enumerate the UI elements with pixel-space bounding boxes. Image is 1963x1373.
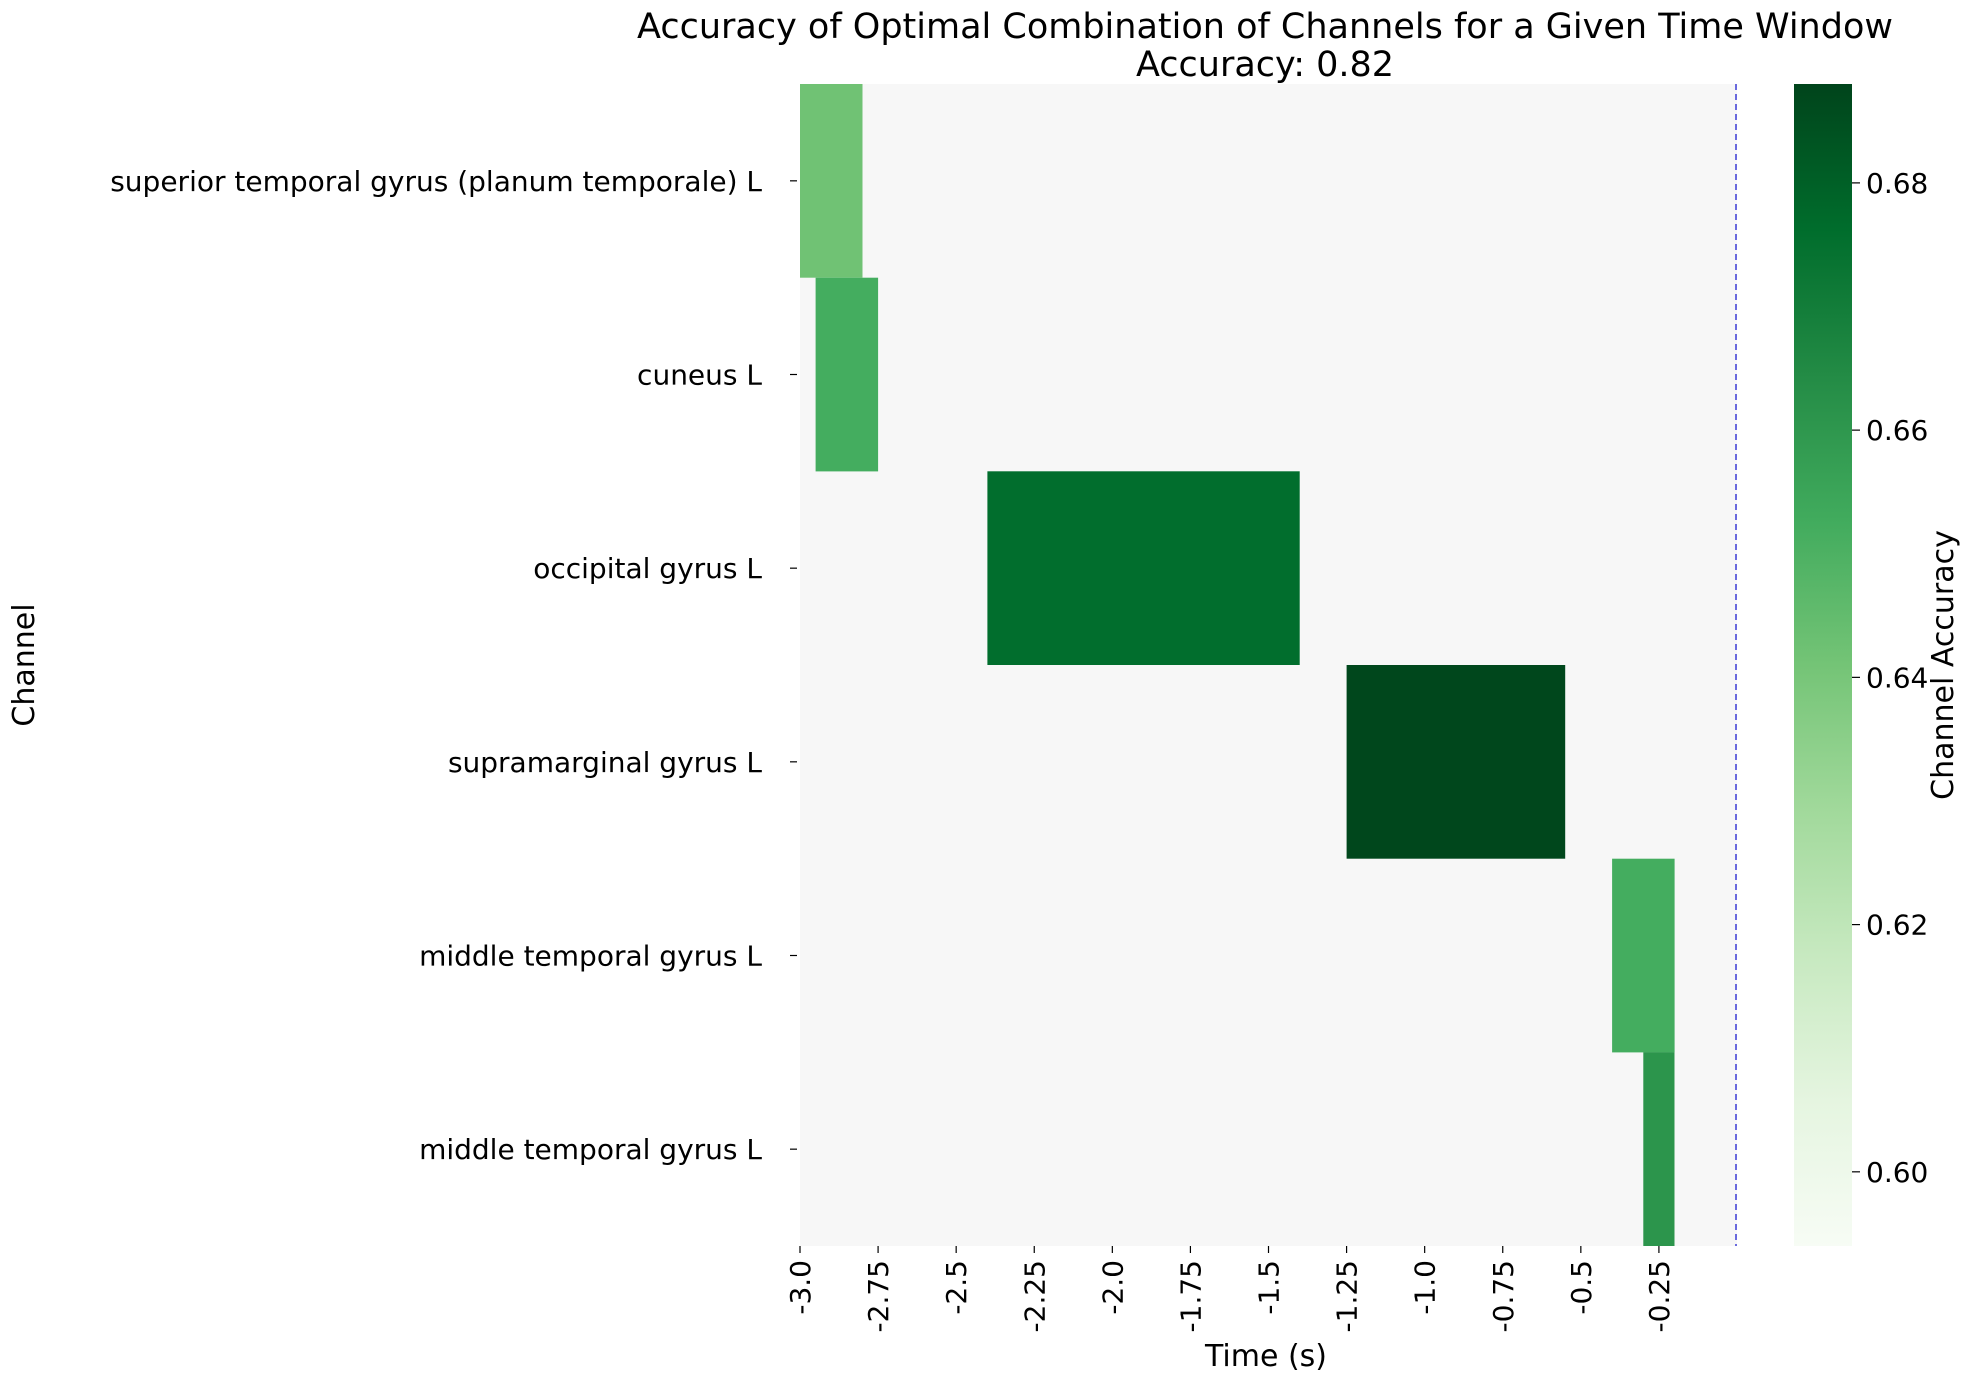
x-axis-ticks: -3.0 -2.75 -2.5 -2.25 -2.0 -1.75 -1.5 -1.25 -1.0… bbox=[784, 1246, 1676, 1332]
plot-area bbox=[800, 84, 1737, 1246]
colorbar-gradient bbox=[1794, 84, 1852, 1246]
y-axis-ticks: superior temporal gyrus (planum temporal… bbox=[110, 165, 797, 1166]
x-tick-label: -3.0 bbox=[784, 1260, 817, 1315]
heatmap-cells bbox=[800, 84, 1675, 1246]
chart-subtitle: Accuracy: 0.82 bbox=[1136, 45, 1394, 85]
chart-title: Accuracy of Optimal Combination of Chann… bbox=[637, 7, 1893, 47]
x-tick-label: -2.5 bbox=[940, 1260, 973, 1315]
x-tick-label: -2.75 bbox=[862, 1260, 895, 1332]
colorbar-tick-label: 0.60 bbox=[1866, 1156, 1928, 1189]
x-tick-label: -1.5 bbox=[1253, 1260, 1286, 1315]
y-tick-label: middle temporal gyrus L bbox=[419, 940, 762, 973]
y-tick-label: supramarginal gyrus L bbox=[448, 746, 762, 779]
colorbar-ticks: 0.60 0.62 0.64 0.66 0.68 bbox=[1852, 167, 1928, 1189]
x-tick-label: -0.75 bbox=[1487, 1260, 1520, 1332]
colorbar-tick-label: 0.66 bbox=[1866, 414, 1928, 447]
x-tick-label: -2.0 bbox=[1096, 1260, 1129, 1315]
y-tick-label: occipital gyrus L bbox=[533, 552, 762, 585]
colorbar: 0.60 0.62 0.64 0.66 0.68 Channel Accuracy bbox=[1794, 84, 1961, 1246]
heatmap-cell bbox=[1346, 665, 1566, 859]
heatmap-cell bbox=[815, 277, 879, 472]
colorbar-label: Channel Accuracy bbox=[1926, 530, 1961, 800]
heatmap-cell bbox=[1643, 1052, 1675, 1246]
x-axis-label: Time (s) bbox=[1204, 1339, 1327, 1373]
colorbar-tick-label: 0.62 bbox=[1866, 909, 1928, 942]
y-tick-label: cuneus L bbox=[637, 359, 762, 392]
x-tick-label: -0.5 bbox=[1565, 1260, 1598, 1315]
y-axis-label: Channel bbox=[7, 603, 42, 726]
y-tick-label: middle temporal gyrus L bbox=[419, 1133, 762, 1166]
x-tick-label: -2.25 bbox=[1018, 1260, 1051, 1332]
y-tick-label: superior temporal gyrus (planum temporal… bbox=[110, 165, 762, 198]
x-tick-label: -0.25 bbox=[1643, 1260, 1676, 1332]
heatmap-cell bbox=[1612, 858, 1675, 1053]
colorbar-tick-label: 0.64 bbox=[1866, 661, 1928, 694]
x-tick-label: -1.25 bbox=[1331, 1260, 1364, 1332]
heatmap-cell bbox=[800, 84, 863, 278]
heatmap-cell bbox=[987, 471, 1300, 665]
x-tick-label: -1.0 bbox=[1409, 1260, 1442, 1315]
colorbar-tick-label: 0.68 bbox=[1866, 167, 1928, 200]
x-tick-label: -1.75 bbox=[1174, 1260, 1207, 1332]
